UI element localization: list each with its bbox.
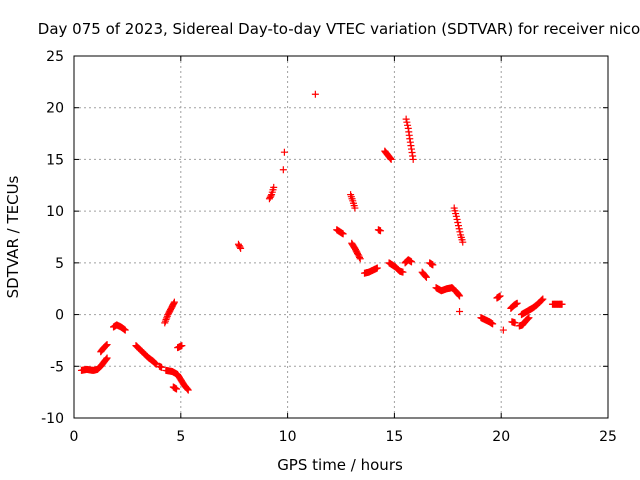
data-point — [270, 183, 278, 191]
data-point — [525, 314, 533, 322]
x-tick-label: 25 — [599, 429, 617, 445]
data-point — [524, 314, 532, 322]
data-point — [537, 296, 545, 304]
y-axis-label: SDTVAR / TECUs — [4, 175, 22, 298]
y-tick-label: -5 — [50, 359, 64, 375]
y-tick-label: 15 — [46, 152, 64, 168]
data-point — [456, 292, 464, 300]
data-point — [184, 385, 192, 393]
data-point — [162, 316, 170, 324]
plot-frame — [73, 55, 609, 419]
data-point — [170, 299, 178, 307]
data-point — [513, 299, 521, 307]
data-point — [158, 363, 166, 371]
data-point — [399, 268, 407, 276]
data-point — [267, 192, 275, 200]
data-point — [351, 204, 359, 212]
data-point — [539, 295, 547, 303]
data-point — [173, 385, 181, 393]
x-tick-label: 5 — [176, 429, 185, 445]
data-point — [452, 212, 460, 220]
data-point — [311, 90, 319, 98]
data-point — [455, 225, 463, 233]
y-tick-label: 20 — [46, 101, 64, 117]
data-point — [421, 272, 429, 280]
data-point — [387, 155, 395, 163]
x-tick-label: 0 — [70, 429, 79, 445]
data-point — [454, 219, 462, 227]
data-point — [152, 360, 160, 368]
data-point — [459, 238, 467, 246]
data-point — [103, 354, 111, 362]
x-tick-label: 10 — [279, 429, 297, 445]
data-point — [456, 307, 464, 315]
data-points — [77, 90, 566, 394]
data-point — [454, 222, 462, 230]
axis-ticks: 0 5 10 15 20 25 -10 -5 0 5 10 15 20 25 — [41, 49, 617, 445]
data-point — [339, 230, 347, 238]
data-point — [538, 296, 546, 304]
data-point — [102, 342, 110, 350]
data-point — [236, 243, 244, 251]
data-point — [386, 154, 394, 162]
data-point — [456, 228, 464, 236]
data-point — [455, 291, 463, 299]
x-tick-label: 20 — [492, 429, 510, 445]
data-point — [161, 319, 169, 327]
y-tick-label: 0 — [55, 308, 64, 324]
data-point — [121, 326, 129, 334]
y-tick-label: 5 — [55, 256, 64, 272]
data-point — [161, 317, 169, 325]
data-point — [163, 314, 171, 322]
data-point — [103, 341, 111, 349]
data-point — [409, 155, 417, 163]
data-point — [422, 273, 430, 281]
data-point — [102, 355, 110, 363]
data-point — [524, 315, 532, 323]
data-point — [102, 356, 110, 364]
data-point — [184, 386, 192, 394]
data-point — [407, 258, 415, 266]
x-tick-label: 15 — [385, 429, 403, 445]
data-point — [377, 227, 385, 235]
data-point — [183, 384, 191, 392]
chart-title: Day 075 of 2023, Sidereal Day-to-day VTE… — [38, 20, 640, 38]
data-point — [453, 215, 461, 223]
data-point — [511, 319, 519, 327]
data-point — [102, 341, 110, 349]
data-point — [178, 342, 186, 350]
data-point — [404, 121, 412, 129]
data-point — [499, 326, 507, 334]
y-tick-label: 25 — [46, 49, 64, 65]
data-point — [356, 255, 364, 263]
data-point — [402, 115, 410, 123]
data-point — [422, 272, 430, 280]
data-point — [558, 300, 566, 308]
data-point — [356, 253, 364, 261]
data-point — [373, 264, 381, 272]
data-point — [454, 290, 462, 298]
data-point — [387, 155, 395, 163]
y-tick-label: 10 — [46, 204, 64, 220]
x-axis-label: GPS time / hours — [277, 456, 403, 474]
data-point — [237, 244, 245, 252]
data-point — [496, 292, 504, 300]
data-point — [280, 148, 288, 156]
y-tick-label: -10 — [41, 411, 64, 427]
data-point — [151, 359, 159, 367]
data-point — [429, 261, 437, 269]
data-point — [279, 166, 287, 174]
data-point — [170, 298, 178, 306]
data-point — [403, 118, 411, 126]
data-point — [489, 320, 497, 328]
